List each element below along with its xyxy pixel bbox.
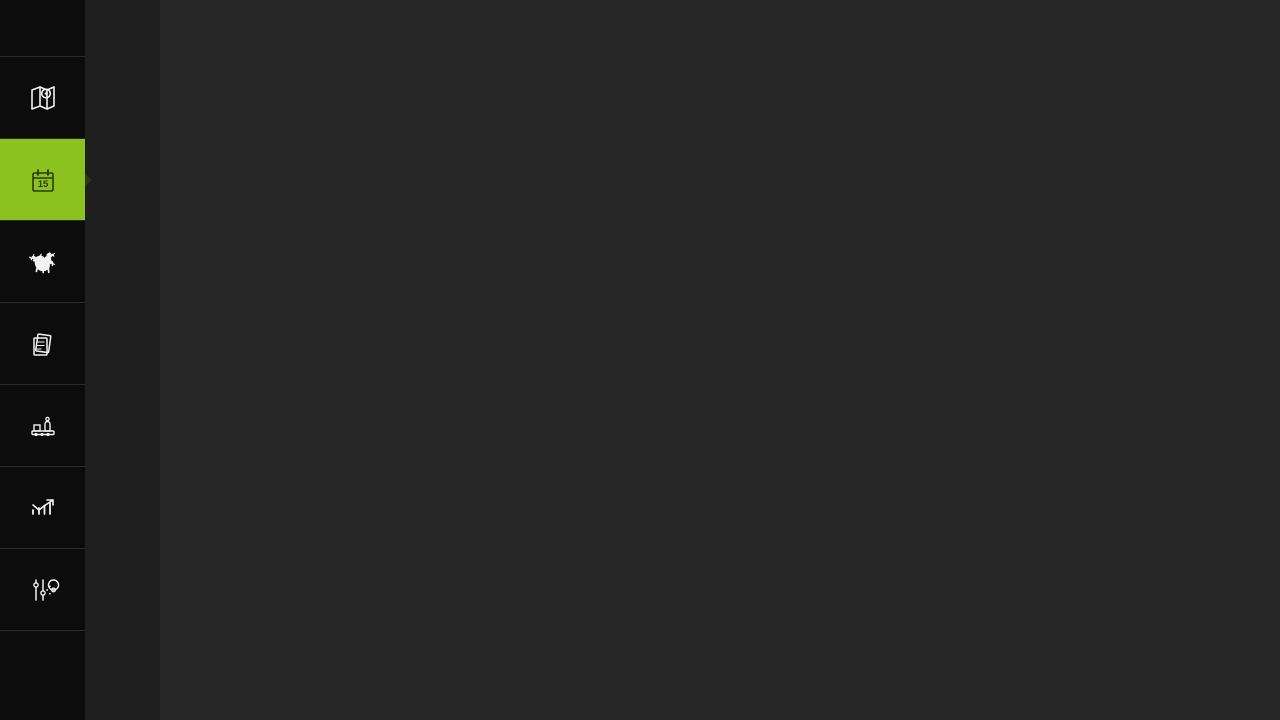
svg-text:15: 15 xyxy=(37,179,48,190)
